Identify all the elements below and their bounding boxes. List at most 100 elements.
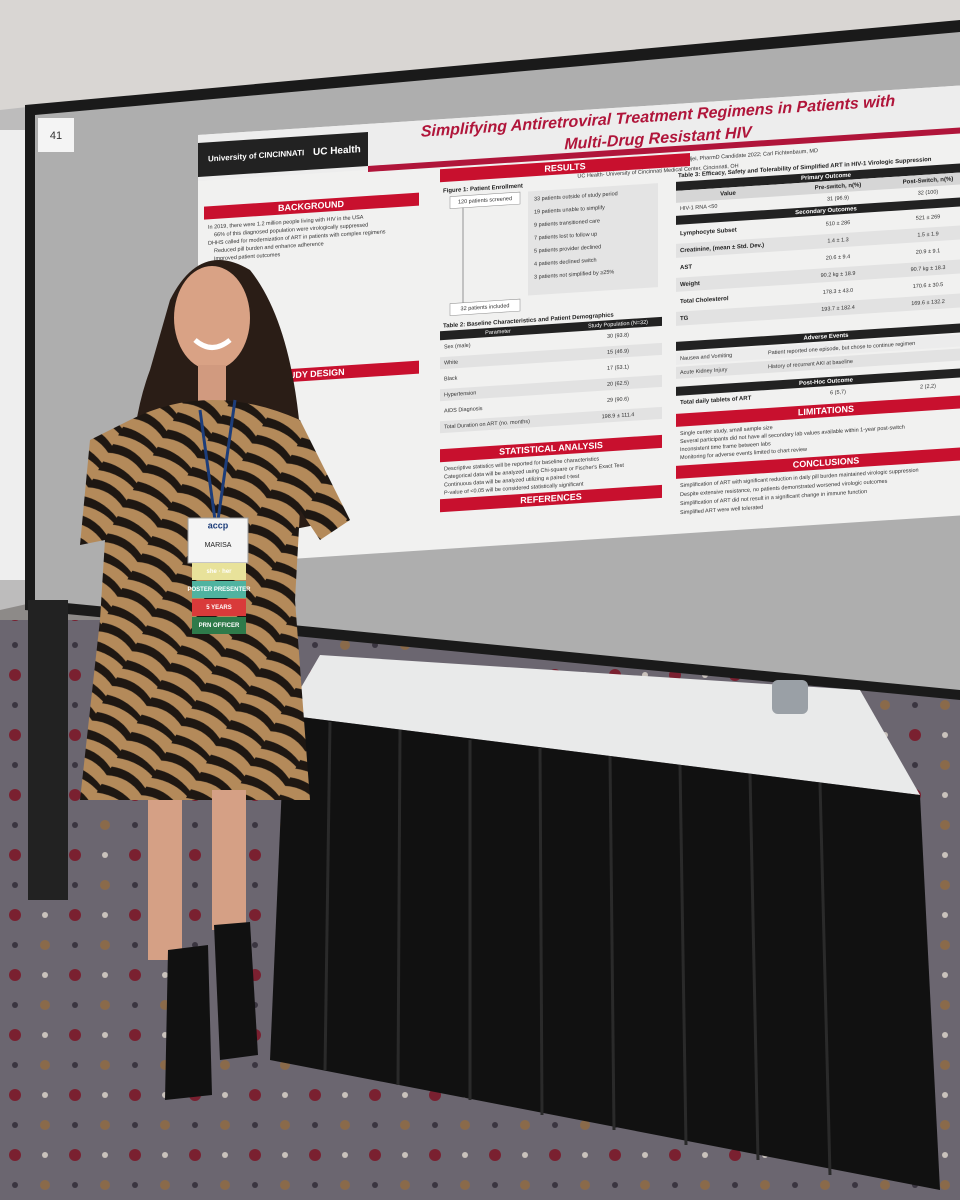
table-cell: 169.6 ± 132.2 <box>911 299 945 307</box>
section-header <box>440 484 662 513</box>
row-shade <box>440 342 662 370</box>
boot <box>214 922 258 1060</box>
table3-rows: Lymphocyte Subset 510 ± 286 521 ± 269 Creat… <box>676 214 960 326</box>
table-cell: 6 (5,7) <box>830 389 846 396</box>
badge-org: accp <box>208 520 229 530</box>
table-band <box>676 162 960 191</box>
exclusion-list: 33 patients outside of study period 19 pa… <box>534 191 618 280</box>
tape-roll <box>772 680 808 714</box>
person: accp MARISA she · her POSTER PRESENTER 5 Y… <box>80 260 350 1100</box>
table-cell: 32 (100) <box>918 189 939 196</box>
table-cell: 198.9 ± 111.4 <box>602 412 635 420</box>
table-band <box>676 322 960 351</box>
face <box>174 266 250 370</box>
flow-box <box>449 191 521 209</box>
row-shade <box>440 406 662 434</box>
table-cell: White <box>444 360 458 367</box>
exclusion-item: 5 patients provider declined <box>534 244 601 254</box>
table-band <box>676 367 960 396</box>
ribbons: she · her POSTER PRESENTER 5 YEARS PRN OFFI… <box>187 563 251 634</box>
table-top <box>285 655 920 795</box>
section-header <box>440 153 690 183</box>
flow-label: 120 patients screened <box>458 196 512 206</box>
table-band-label: Adverse Events <box>804 333 850 342</box>
board-number-card <box>38 118 74 152</box>
logo-block <box>198 131 368 177</box>
ribbon-label: 5 YEARS <box>206 605 232 611</box>
figure-title: Figure 1: Patient Enrollment <box>443 183 523 194</box>
title-rule <box>368 126 960 172</box>
table-head: Pre-switch, n(%) <box>815 182 862 191</box>
table2-rows: Sex (male) 30 (93.8) White 15 (46.9) Black 17… <box>440 332 662 434</box>
exclusion-item: 19 patients unable to simplify <box>534 205 605 216</box>
ribbon-label: she · her <box>206 569 232 575</box>
table-cell: 90.2 kg ± 18.9 <box>821 271 856 279</box>
exclusion-item: 33 patients outside of study period <box>534 191 618 202</box>
flow-label: 32 patients included <box>461 303 510 312</box>
table-band <box>676 196 960 225</box>
neck <box>198 365 226 405</box>
table-cell: TG <box>680 316 689 323</box>
exclusion-item: 7 patients lost to follow up <box>534 232 597 242</box>
table-cell: 20.6 ± 9.4 <box>826 254 850 262</box>
table-cell: History of recurrent AKI at baseline <box>768 359 853 371</box>
table-cell: AST <box>680 264 692 271</box>
leg <box>148 800 182 960</box>
table-cell: 1.5 ± 1.9 <box>917 231 938 238</box>
section-title: LIMITATIONS <box>798 404 854 418</box>
table-head: Parameter <box>485 329 511 337</box>
table-band-label: Primary Outcome <box>801 173 852 182</box>
table-cell: Acute Kidney Injury <box>680 367 728 376</box>
table-cell: 521 ± 269 <box>916 214 940 222</box>
poster: University of CINCINNATI UC Health Simpl… <box>198 84 960 565</box>
row-shade <box>440 374 662 402</box>
section-header <box>676 394 960 427</box>
board-leg <box>28 600 68 900</box>
skirt-pleats <box>323 721 832 1176</box>
logo-uchealth: UC Health <box>313 144 361 158</box>
ribbon <box>192 563 246 580</box>
section-title: CONCLUSIONS <box>793 455 859 469</box>
table-cell: Creatinine, (mean ± Std. Dev.) <box>680 243 764 254</box>
table-cell: 20.9 ± 9.1 <box>916 248 940 256</box>
table-cell: 193.7 ± 182.4 <box>821 305 855 313</box>
table-head: Value <box>720 191 736 198</box>
section-header <box>204 192 419 220</box>
table-header <box>440 316 662 341</box>
conclusions-list: Simplification of ART with significant r… <box>680 468 919 517</box>
table-cell: 178.3 ± 43.0 <box>823 288 854 296</box>
poster-header <box>198 84 960 181</box>
table-cell: Total daily tablets of ART <box>680 396 752 407</box>
table-skirt <box>270 715 940 1190</box>
section-title: REFERENCES <box>520 491 581 505</box>
table-cell: HIV-1 RNA <50 <box>680 204 717 212</box>
table-cell: Total Duration on ART (no. months) <box>444 419 530 431</box>
row-shade <box>676 292 960 326</box>
row-shade <box>676 224 960 258</box>
bullet: Inconsistent time frame between labs <box>680 441 771 453</box>
board-number: 41 <box>50 130 62 142</box>
table-cell: Sex (male) <box>444 343 471 351</box>
ribbon <box>192 599 246 616</box>
ribbon-label: PRN OFFICER <box>199 623 240 629</box>
table-cell: Lymphocyte Subset <box>680 228 737 238</box>
table-cell: Total Cholesterol <box>680 296 729 305</box>
smile <box>193 338 232 350</box>
table-head: Post-Switch, n(%) <box>903 176 954 185</box>
table-cell: 170.6 ± 30.5 <box>913 282 944 290</box>
table-cell: 510 ± 286 <box>826 220 850 228</box>
table-cell: Nausea and Vomiting <box>680 353 732 362</box>
ribbon <box>192 617 246 634</box>
table-cell: Black <box>444 376 458 383</box>
section-title: STUDY DESIGN <box>277 367 344 381</box>
row-shade <box>676 258 960 292</box>
exclusion-item: 3 patients not simplified by ≥25% <box>534 269 614 280</box>
section-header <box>440 434 662 463</box>
table-band-label: Secondary Outcomes <box>795 206 857 216</box>
table-cell: 17 (53.1) <box>607 364 629 371</box>
table-cell: Hypertension <box>444 390 476 398</box>
table-cell: 90.7 kg ± 18.3 <box>911 265 946 273</box>
table-cell: 29 (90.6) <box>607 396 629 403</box>
